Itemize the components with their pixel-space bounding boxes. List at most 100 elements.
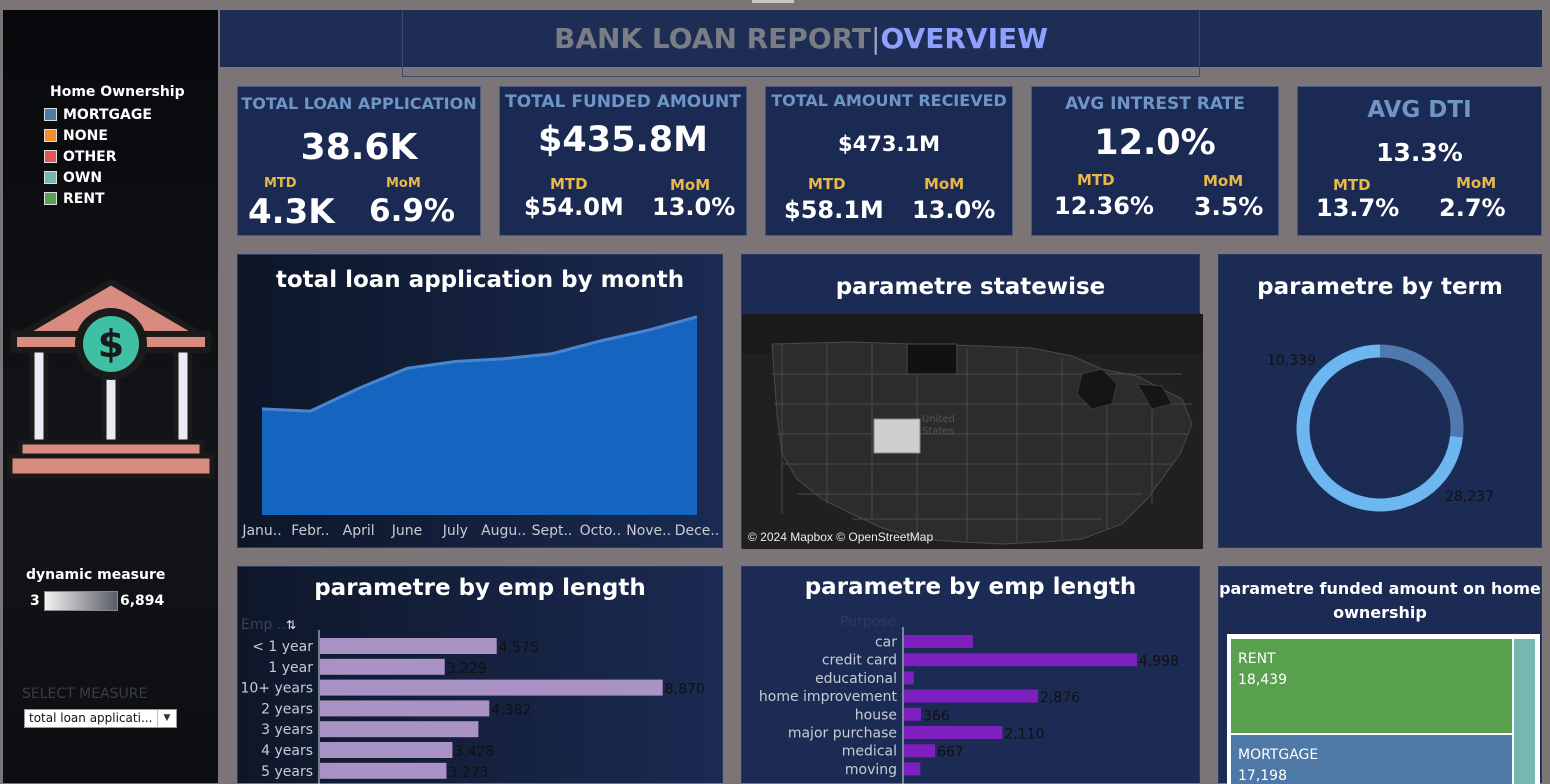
monthly-chart-panel: total loan application by month Janu.. Fe… — [237, 254, 723, 548]
bar-value-label: 667 — [937, 745, 964, 761]
kpi-mtd-label: MTD — [264, 176, 297, 191]
kpi-mom-value: 13.0% — [912, 196, 996, 224]
kpi-total-amount-received: TOTAL AMOUNT RECIEVED $473.1M MTD $58.1M… — [765, 86, 1013, 236]
bar[interactable] — [320, 658, 445, 675]
legend-item-mortgage[interactable]: MORTGAGE — [44, 104, 152, 125]
home-ownership-panel: parametre funded amount on home ownershi… — [1218, 566, 1542, 784]
kpi-mtd-value: $54.0M — [524, 193, 624, 221]
title-part-2: OVERVIEW — [880, 22, 1048, 55]
bar-category-label: 10+ years — [240, 681, 313, 697]
page-title: BANK LOAN REPORT|OVERVIEW — [402, 22, 1200, 55]
title-separator: | — [871, 22, 881, 55]
bar[interactable] — [904, 762, 921, 776]
x-tick-label: June — [391, 523, 423, 539]
bar-category-label: 5 years — [261, 764, 313, 780]
bar-category-label: 1 year — [268, 660, 313, 676]
header-title-box — [402, 10, 1200, 77]
kpi-mom-label: MoM — [1456, 174, 1497, 192]
legend-item-own[interactable]: OWN — [44, 167, 152, 188]
kpi-mom-label: MoM — [1203, 172, 1244, 190]
kpi-value: $473.1M — [838, 132, 940, 156]
bar[interactable] — [904, 689, 1039, 703]
bar[interactable] — [904, 707, 922, 721]
legend-swatch — [44, 108, 57, 121]
legend-swatch — [44, 192, 57, 205]
legend-title: Home Ownership — [50, 84, 185, 100]
header-bar — [220, 10, 1542, 67]
color-scale-bar — [44, 591, 118, 611]
kpi-value: 13.3% — [1376, 138, 1463, 167]
kpi-total-loan-application: TOTAL LOAN APPLICATION 38.6K MTD 4.3K Mo… — [237, 86, 481, 236]
kpi-value: 12.0% — [1094, 123, 1216, 163]
purpose-bar-chart[interactable]: car credit card 4,998 educational home impro… — [742, 567, 1201, 784]
kpi-mtd-label: MTD — [1077, 171, 1115, 189]
treemap-label: RENT — [1238, 651, 1276, 667]
kpi-mom-label: MoM — [670, 176, 711, 194]
bar[interactable] — [904, 671, 914, 685]
bar[interactable] — [320, 742, 453, 758]
x-tick-label: April — [343, 523, 375, 539]
kpi-mtd-label: MTD — [1333, 176, 1371, 194]
bar-category-label: home improvement — [759, 689, 898, 705]
bar[interactable] — [320, 638, 497, 654]
bar[interactable] — [320, 700, 490, 717]
kpi-avg-interest-rate: AVG INTREST RATE 12.0% MTD 12.36% MoM 3.… — [1031, 86, 1279, 236]
purpose-panel: parametre by emp length Purpose car credi… — [741, 566, 1201, 784]
select-measure-label: SELECT MEASURE — [22, 686, 148, 702]
bar-category-label: major purchase — [788, 726, 897, 742]
bar-value-label: 3,428 — [454, 744, 494, 760]
us-map[interactable]: United States — [742, 314, 1203, 549]
bar[interactable] — [904, 635, 973, 648]
bar[interactable] — [904, 744, 936, 758]
bar-category-label: 2 years — [261, 701, 313, 717]
legend-item-none[interactable]: NONE — [44, 125, 152, 146]
legend-swatch — [44, 150, 57, 163]
kpi-mom-value: 3.5% — [1194, 192, 1264, 221]
bar-category-label: car — [875, 635, 897, 651]
term-donut-chart[interactable]: 10,339 28,237 — [1219, 255, 1543, 549]
legend-swatch — [44, 171, 57, 184]
treemap-cell-own[interactable] — [1514, 639, 1535, 784]
map-country-label: United — [922, 414, 955, 425]
bank-dollar-icon: $ — [7, 279, 215, 479]
select-measure-dropdown[interactable]: total loan applicati... ▼ — [24, 709, 177, 728]
x-tick-label: Octo.. — [580, 523, 621, 539]
bar-value-label: 2,876 — [1040, 690, 1080, 706]
treemap[interactable]: RENT 18,439 MORTGAGE 17,198 — [1227, 634, 1540, 784]
bar-value-label: 3,273 — [448, 765, 488, 781]
map-credit: © 2024 Mapbox © OpenStreetMap — [748, 530, 934, 544]
purpose-axis-header: Purpose — [840, 614, 897, 630]
treemap-cell-mortgage[interactable]: MORTGAGE 17,198 — [1231, 735, 1512, 784]
bar[interactable] — [320, 721, 479, 738]
legend-item-other[interactable]: OTHER — [44, 146, 152, 167]
treemap-cell-rent[interactable]: RENT 18,439 — [1231, 639, 1512, 733]
treemap-label: MORTGAGE — [1238, 747, 1319, 763]
x-tick-label: Augu.. — [481, 523, 526, 539]
bar-value-label: 3,229 — [447, 661, 487, 677]
bar-category-label: credit card — [822, 653, 897, 669]
donut-slice[interactable] — [1296, 344, 1463, 512]
x-tick-label: Dece.. — [675, 523, 720, 539]
bar[interactable] — [904, 653, 1137, 667]
purpose-title: parametre by emp length — [804, 574, 1137, 600]
sort-icon[interactable]: ⇅ — [286, 618, 297, 632]
bar-value-label: 4,998 — [1139, 654, 1179, 670]
kpi-title: TOTAL AMOUNT RECIEVED — [771, 91, 1007, 110]
title-part-1: BANK LOAN REPORT — [553, 22, 872, 55]
legend-label: OTHER — [63, 148, 117, 165]
svg-text:$: $ — [98, 322, 124, 366]
legend-item-rent[interactable]: RENT — [44, 188, 152, 209]
emp-length-bar-chart[interactable]: < 1 year 4,575 1 year 3,229 10+ years 8,870 2 … — [238, 567, 724, 784]
bar[interactable] — [320, 679, 663, 696]
bar-category-label: medical — [842, 744, 897, 760]
donut-slice[interactable] — [1379, 344, 1464, 438]
home-ownership-title-line2: ownership — [1333, 603, 1427, 622]
monthly-area-chart[interactable]: Janu.. Febr.. April June July Augu.. Sept.. Oct… — [238, 255, 724, 549]
legend-label: MORTGAGE — [63, 106, 152, 123]
bar[interactable] — [320, 762, 447, 779]
bar-category-label: < 1 year — [252, 639, 313, 655]
donut-label: 28,237 — [1445, 489, 1494, 505]
kpi-title: TOTAL FUNDED AMOUNT — [505, 92, 741, 112]
legend-label: NONE — [63, 127, 108, 144]
bar[interactable] — [904, 726, 1003, 739]
